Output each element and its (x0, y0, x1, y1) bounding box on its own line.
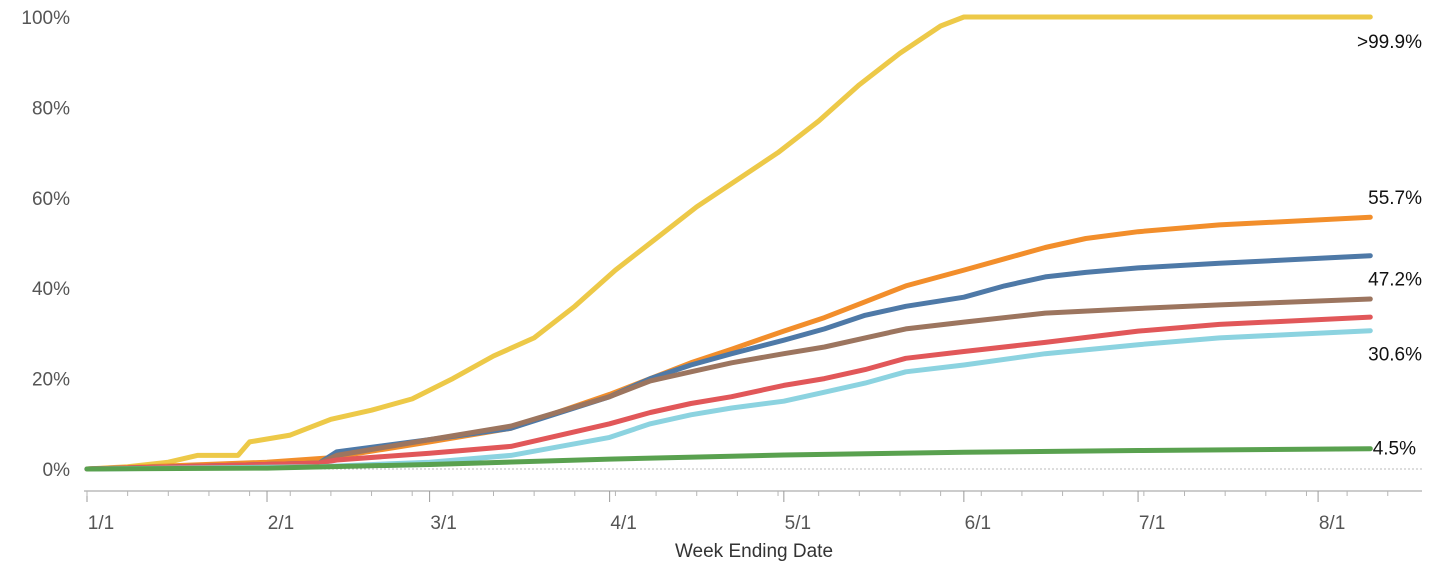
x-tick-label: 8/1 (1319, 513, 1345, 534)
series-line (84, 446, 1373, 472)
x-tick-label: 1/1 (88, 513, 114, 534)
y-tick-label: 100% (21, 8, 70, 29)
series-line (84, 328, 1373, 472)
y-tick-label: 60% (32, 189, 70, 210)
series-end-label: 4.5% (1373, 439, 1416, 460)
series-end-label: 55.7% (1368, 188, 1422, 209)
x-tick-label: 7/1 (1139, 513, 1165, 534)
series-end-label: 47.2% (1368, 270, 1422, 291)
series-end-label: >99.9% (1357, 32, 1422, 53)
y-axis-ticks: 0% 20% 40% 60% 80% 100% (21, 8, 70, 481)
x-tick-label: 3/1 (430, 513, 456, 534)
x-tick-label: 2/1 (268, 513, 294, 534)
y-tick-label: 40% (32, 279, 70, 300)
series-end-labels: >99.9% 55.7% 47.2% 30.6% 4.5% (1357, 32, 1422, 460)
series-line (84, 314, 1373, 472)
y-tick-label: 20% (32, 370, 70, 391)
y-tick-label: 0% (43, 460, 71, 481)
x-tick-label: 5/1 (785, 513, 811, 534)
x-tick-label: 6/1 (965, 513, 991, 534)
series-lines (84, 14, 1373, 472)
x-axis-title: Week Ending Date (675, 541, 833, 561)
x-tick-label: 4/1 (610, 513, 636, 534)
series-line (84, 14, 1373, 472)
y-tick-label: 80% (32, 98, 70, 119)
series-end-label: 30.6% (1368, 345, 1422, 366)
series-line (84, 296, 1373, 472)
x-axis-ticks: 1/1 2/1 3/1 4/1 5/1 6/1 7/1 8/1 (86, 491, 1389, 534)
